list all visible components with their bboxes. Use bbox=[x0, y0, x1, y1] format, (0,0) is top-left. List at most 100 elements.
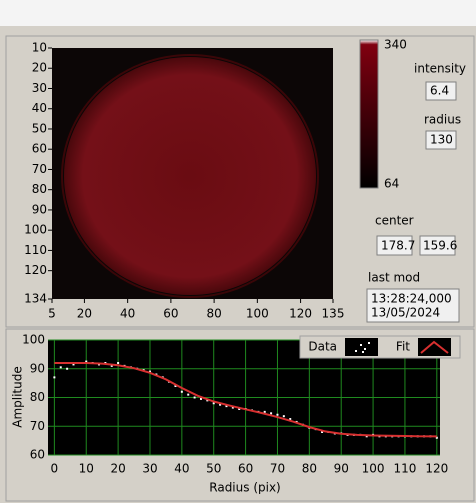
y-tick-label: 40 bbox=[32, 101, 47, 115]
x-tick-label: 50 bbox=[206, 462, 221, 476]
center-x: 178.7 bbox=[381, 239, 415, 253]
y-axis-title: Amplitude bbox=[11, 366, 25, 428]
y-tick-label: 30 bbox=[32, 81, 47, 95]
intensity-value: 6.4 bbox=[430, 84, 449, 98]
data-point bbox=[193, 396, 196, 399]
center-x-box bbox=[376, 235, 413, 256]
center-y: 159.6 bbox=[423, 239, 457, 253]
center-y-box bbox=[419, 235, 456, 256]
x-tick-label: 60 bbox=[238, 462, 253, 476]
data-point bbox=[199, 397, 202, 400]
x-tick-label: 135 bbox=[322, 307, 345, 321]
x-axis-title: Radius (pix) bbox=[209, 481, 280, 495]
image-disc bbox=[64, 57, 316, 295]
y-tick-label: 110 bbox=[24, 243, 47, 257]
y-tick-label: 90 bbox=[30, 361, 45, 375]
data-point bbox=[276, 413, 279, 416]
data-point bbox=[270, 412, 273, 415]
radius-label: radius bbox=[424, 113, 461, 127]
x-tick-label: 80 bbox=[302, 462, 317, 476]
data-point bbox=[174, 385, 177, 387]
legend-icon-box bbox=[418, 338, 451, 356]
intensity-label: intensity bbox=[414, 62, 466, 76]
radius-box bbox=[425, 130, 457, 150]
data-point bbox=[53, 376, 56, 379]
y-tick-label: 20 bbox=[32, 61, 47, 75]
x-tick-label: 120 bbox=[425, 462, 448, 476]
radius-value: 130 bbox=[430, 133, 453, 147]
data-point bbox=[282, 415, 285, 418]
legend-icon bbox=[368, 342, 370, 344]
colorbar-min: 64 bbox=[384, 177, 399, 191]
data-point bbox=[72, 363, 75, 366]
y-tick-label: 134 bbox=[24, 292, 47, 306]
x-tick-label: 100 bbox=[362, 462, 385, 476]
y-tick-label: 50 bbox=[32, 121, 47, 135]
last-mod-label: last mod bbox=[368, 271, 420, 285]
data-point bbox=[148, 370, 151, 373]
data-point bbox=[110, 364, 113, 367]
legend-icon bbox=[362, 351, 364, 353]
data-point bbox=[212, 402, 215, 405]
last-mod-box bbox=[366, 288, 460, 323]
y-tick-label: 80 bbox=[32, 182, 47, 196]
data-point bbox=[225, 405, 228, 408]
x-tick-label: 0 bbox=[51, 462, 59, 476]
legend-label: Data bbox=[308, 340, 337, 354]
legend-icon bbox=[420, 340, 449, 354]
x-tick-label: 120 bbox=[289, 307, 312, 321]
data-point bbox=[238, 408, 241, 410]
x-tick-label: 20 bbox=[77, 307, 92, 321]
data-point bbox=[206, 399, 209, 402]
y-tick-label: 80 bbox=[30, 390, 45, 404]
data-point bbox=[365, 435, 368, 438]
x-tick-label: 60 bbox=[163, 307, 178, 321]
x-tick-label: 10 bbox=[79, 462, 94, 476]
data-point bbox=[435, 436, 438, 439]
x-tick-label: 40 bbox=[174, 462, 189, 476]
last-mod-date: 13/05/2024 bbox=[371, 306, 440, 320]
fit-line bbox=[54, 362, 437, 438]
last-mod-time: 13:28:24,000 bbox=[371, 292, 452, 306]
data-point bbox=[231, 406, 234, 409]
y-tick-label: 70 bbox=[30, 419, 45, 433]
data-point bbox=[219, 403, 222, 406]
y-tick-label: 90 bbox=[32, 202, 47, 216]
legend-icon bbox=[360, 344, 362, 346]
image-ring bbox=[61, 54, 319, 298]
x-tick-label: 30 bbox=[142, 462, 157, 476]
x-tick-label: 5 bbox=[48, 307, 56, 321]
data-point bbox=[66, 367, 69, 370]
legend-icon-box bbox=[345, 338, 378, 356]
y-tick-label: 120 bbox=[24, 263, 47, 277]
data-point bbox=[180, 390, 183, 393]
colorbar-max: 340 bbox=[384, 38, 407, 52]
legend-icon bbox=[364, 348, 366, 350]
y-tick-label: 100 bbox=[24, 223, 47, 237]
y-tick-label: 70 bbox=[32, 162, 47, 176]
x-tick-label: 100 bbox=[246, 307, 269, 321]
x-tick-label: 70 bbox=[270, 462, 285, 476]
legend-label: Fit bbox=[396, 340, 410, 354]
y-tick-label: 10 bbox=[32, 41, 47, 55]
data-point bbox=[187, 393, 190, 396]
colorbar bbox=[359, 39, 379, 189]
x-tick-label: 110 bbox=[393, 462, 416, 476]
data-point bbox=[263, 410, 266, 413]
data-point bbox=[85, 360, 88, 363]
x-tick-label: 20 bbox=[110, 462, 125, 476]
x-tick-label: 40 bbox=[120, 307, 135, 321]
x-tick-label: 80 bbox=[206, 307, 221, 321]
data-point bbox=[289, 418, 292, 421]
center-label: center bbox=[375, 214, 414, 228]
y-tick-label: 60 bbox=[32, 142, 47, 156]
data-point bbox=[321, 431, 324, 433]
intensity-box bbox=[425, 81, 457, 101]
y-tick-label: 100 bbox=[22, 333, 45, 347]
x-tick-label: 90 bbox=[334, 462, 349, 476]
y-tick-label: 60 bbox=[30, 448, 45, 462]
toolbar bbox=[0, 0, 476, 26]
data-point bbox=[117, 362, 120, 364]
legend-icon bbox=[355, 350, 357, 352]
